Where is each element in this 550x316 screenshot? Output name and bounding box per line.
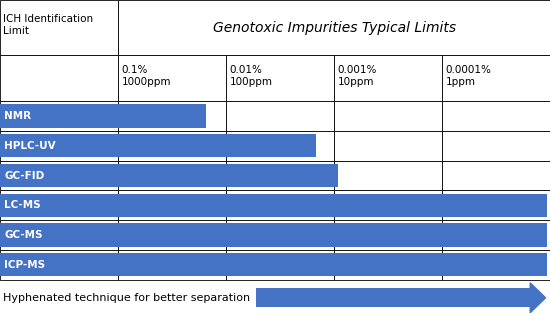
- Bar: [226, 250, 334, 280]
- Bar: [118, 190, 226, 220]
- Bar: [442, 101, 550, 131]
- Bar: [442, 55, 550, 101]
- Polygon shape: [530, 283, 546, 313]
- Bar: [118, 220, 226, 250]
- Bar: [0, 104, 206, 128]
- Bar: [118, 101, 226, 131]
- Bar: [0, 0, 118, 55]
- Bar: [0, 101, 118, 131]
- Bar: [0, 161, 118, 190]
- Text: NMR: NMR: [4, 111, 31, 121]
- Text: Hyphenated technique for better separation: Hyphenated technique for better separati…: [3, 293, 250, 303]
- Text: ICH Identification
Limit: ICH Identification Limit: [3, 14, 93, 36]
- Bar: [118, 55, 226, 101]
- Bar: [0, 164, 338, 187]
- Bar: [226, 131, 334, 161]
- Text: Genotoxic Impurities Typical Limits: Genotoxic Impurities Typical Limits: [212, 21, 456, 35]
- Text: 0.0001%
1ppm: 0.0001% 1ppm: [446, 65, 491, 87]
- Text: 0.1%
1000ppm: 0.1% 1000ppm: [122, 65, 171, 87]
- Bar: [226, 55, 334, 101]
- Bar: [118, 250, 226, 280]
- Bar: [0, 134, 316, 157]
- Bar: [334, 220, 442, 250]
- Bar: [226, 101, 334, 131]
- Bar: [118, 131, 226, 161]
- Bar: [226, 220, 334, 250]
- Bar: [0, 131, 118, 161]
- Bar: [0, 55, 118, 101]
- Text: 0.01%
100ppm: 0.01% 100ppm: [229, 65, 272, 87]
- Bar: [118, 0, 550, 55]
- Bar: [334, 161, 442, 190]
- Bar: [0, 223, 547, 246]
- Bar: [442, 190, 550, 220]
- Bar: [256, 289, 530, 307]
- Bar: [442, 161, 550, 190]
- Bar: [0, 194, 547, 217]
- Bar: [334, 190, 442, 220]
- Bar: [226, 190, 334, 220]
- Text: ICP-MS: ICP-MS: [4, 260, 46, 270]
- Bar: [226, 161, 334, 190]
- Bar: [334, 250, 442, 280]
- Bar: [0, 220, 118, 250]
- Bar: [0, 253, 547, 276]
- Text: GC-FID: GC-FID: [4, 171, 45, 180]
- Text: GC-MS: GC-MS: [4, 230, 43, 240]
- Bar: [118, 161, 226, 190]
- Text: LC-MS: LC-MS: [4, 200, 41, 210]
- Bar: [442, 131, 550, 161]
- Bar: [442, 220, 550, 250]
- Bar: [334, 55, 442, 101]
- Text: 0.001%
10ppm: 0.001% 10ppm: [338, 65, 377, 87]
- Bar: [442, 250, 550, 280]
- Bar: [334, 101, 442, 131]
- Bar: [334, 131, 442, 161]
- Bar: [0, 190, 118, 220]
- Text: HPLC-UV: HPLC-UV: [4, 141, 56, 151]
- Bar: [0, 250, 118, 280]
